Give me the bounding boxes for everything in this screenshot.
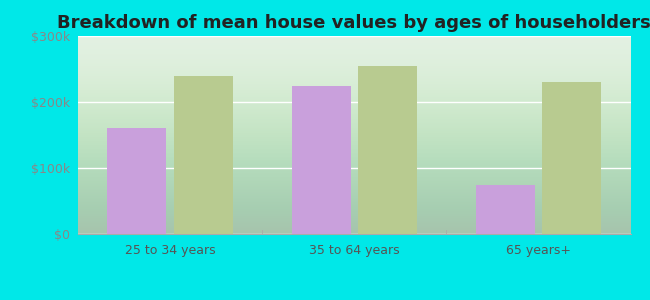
Bar (107, 128, 166, 234)
Bar (476, 184, 535, 234)
Bar (358, 66, 417, 234)
Legend: New Market, Indiana: New Market, Indiana (242, 296, 466, 300)
Title: Breakdown of mean house values by ages of householders: Breakdown of mean house values by ages o… (57, 14, 650, 32)
Bar (542, 82, 601, 234)
Bar (292, 85, 350, 234)
Bar (174, 76, 233, 234)
